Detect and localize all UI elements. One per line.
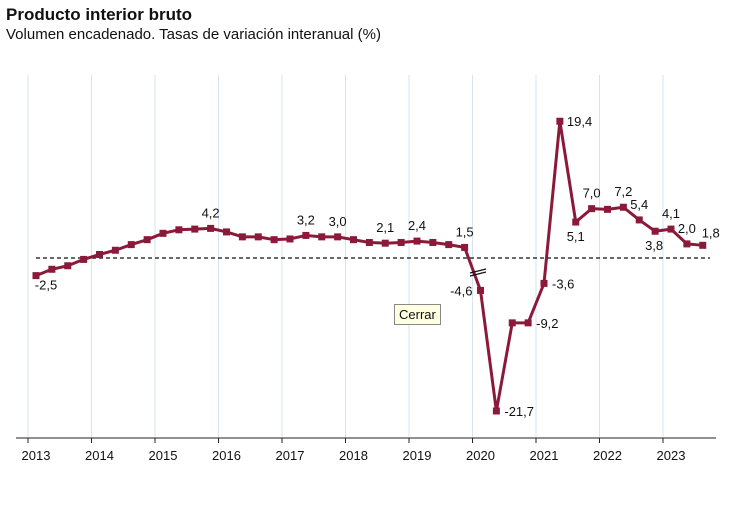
data-point: [111, 246, 119, 254]
data-label: 1,8: [702, 225, 720, 240]
data-label: 2,1: [376, 220, 394, 235]
data-point: [492, 407, 500, 415]
data-label: 7,2: [614, 184, 632, 199]
data-point: [365, 238, 373, 246]
chart-title: Producto interior bruto: [6, 5, 193, 24]
data-point: [397, 238, 405, 246]
data-point: [445, 241, 453, 249]
series-line: [35, 119, 703, 413]
data-label: 3,0: [329, 214, 347, 229]
data-label: 19,4: [567, 114, 592, 129]
data-point: [556, 117, 564, 125]
data-point: [286, 235, 294, 243]
chart-subtitle: Volumen encadenado. Tasas de variación i…: [6, 26, 381, 43]
x-tick-label: 2022: [593, 448, 622, 463]
data-point: [207, 224, 215, 232]
data-point: [540, 279, 548, 287]
data-point: [254, 233, 262, 241]
data-label: 5,1: [567, 229, 585, 244]
data-label: 5,4: [630, 197, 648, 212]
data-point: [318, 233, 326, 241]
data-label: 3,8: [645, 238, 663, 253]
data-point: [588, 205, 596, 213]
x-tick-label: 2015: [149, 448, 178, 463]
data-label: 3,2: [297, 212, 315, 227]
data-label: -9,2: [536, 316, 558, 331]
data-label: -2,5: [35, 278, 57, 293]
data-point: [667, 225, 675, 233]
data-point: [48, 265, 56, 273]
data-point: [508, 319, 516, 327]
data-point: [80, 255, 88, 263]
data-point: [32, 272, 40, 280]
data-label: -4,6: [450, 283, 472, 298]
data-point: [524, 319, 532, 327]
data-label: -3,6: [552, 276, 574, 291]
data-label: 2,4: [408, 218, 426, 233]
x-tick-label: 2013: [22, 448, 51, 463]
data-point: [191, 225, 199, 233]
axis-break-mark: [469, 268, 487, 274]
data-point: [651, 227, 659, 235]
data-point: [619, 203, 627, 211]
data-point: [64, 262, 72, 270]
data-point: [461, 243, 469, 251]
x-tick-label: 2017: [276, 448, 305, 463]
data-point: [699, 241, 707, 249]
data-point: [270, 236, 278, 244]
data-point: [302, 231, 310, 239]
data-point: [175, 226, 183, 234]
x-tick-label: 2023: [657, 448, 686, 463]
data-point: [334, 233, 342, 241]
data-point: [477, 286, 484, 294]
data-point: [127, 241, 135, 249]
close-tooltip[interactable]: Cerrar: [394, 304, 441, 325]
data-point: [381, 239, 389, 247]
data-label: 4,2: [202, 205, 220, 220]
data-point: [159, 229, 167, 237]
data-point: [635, 216, 643, 224]
axis-break-mark: [469, 271, 487, 277]
data-label: 7,0: [583, 186, 601, 201]
data-label: -21,7: [504, 404, 534, 419]
x-tick-label: 2016: [212, 448, 241, 463]
x-tick-label: 2018: [339, 448, 368, 463]
data-point: [413, 237, 421, 245]
data-point: [96, 250, 103, 258]
data-point: [238, 233, 246, 241]
data-point: [683, 240, 691, 248]
data-point: [223, 228, 230, 236]
data-point: [143, 236, 151, 244]
data-point: [604, 205, 611, 213]
x-tick-label: 2014: [85, 448, 114, 463]
data-label: 4,1: [662, 206, 680, 221]
x-tick-label: 2020: [466, 448, 495, 463]
x-tick-label: 2021: [530, 448, 559, 463]
x-tick-label: 2019: [403, 448, 432, 463]
data-label: 1,5: [456, 224, 474, 239]
data-point: [572, 218, 580, 226]
data-point: [429, 238, 437, 246]
data-point: [350, 236, 357, 244]
data-label: 2,0: [678, 221, 696, 236]
